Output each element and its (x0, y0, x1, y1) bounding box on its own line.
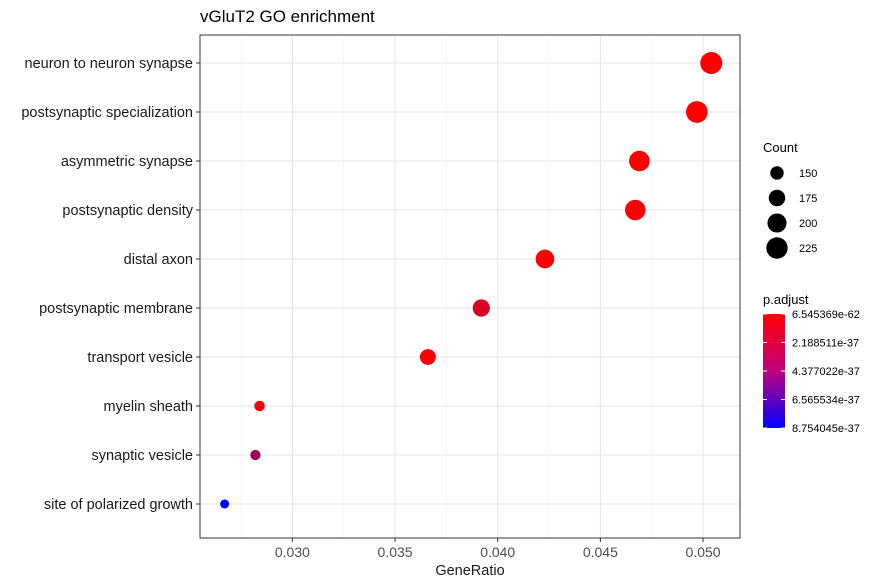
horizontal-gridlines (200, 62, 740, 505)
data-point (220, 499, 230, 509)
count-legend-label: 175 (799, 193, 817, 205)
y-tick-label: postsynaptic specialization (21, 105, 193, 121)
padjust-legend-label: 8.754045e-37 (792, 423, 860, 435)
count-legend: Count 150 175 200 225 (763, 140, 817, 259)
x-tick-label: 0.040 (480, 544, 515, 560)
y-tick-label: asymmetric synapse (61, 154, 193, 170)
x-tick-label: 0.030 (275, 544, 310, 560)
y-tick-label: distal axon (124, 252, 193, 268)
y-axis: neuron to neuron synapse postsynaptic spe… (21, 56, 200, 513)
y-tick-label: postsynaptic membrane (39, 301, 193, 317)
x-axis: 0.030 0.035 0.040 0.045 0.050 (275, 538, 721, 560)
padjust-legend: p.adjust 6.545369e-62 2.188511e-37 4.37702… (763, 292, 860, 435)
x-tick-label: 0.050 (686, 544, 721, 560)
y-tick-label: synaptic vesicle (91, 448, 193, 464)
data-point (472, 299, 490, 317)
padjust-legend-label: 2.188511e-37 (792, 338, 859, 350)
data-point (625, 199, 646, 221)
data-point (254, 400, 265, 412)
x-tick-label: 0.035 (378, 544, 413, 560)
x-axis-title: GeneRatio (435, 563, 504, 579)
padjust-legend-label: 6.565534e-37 (792, 395, 860, 407)
data-points (220, 52, 723, 509)
y-tick-label: transport vesicle (87, 350, 193, 366)
padjust-legend-label: 4.377022e-37 (792, 366, 860, 378)
count-legend-key (767, 213, 787, 233)
plot-border (199, 34, 741, 539)
data-point (629, 150, 650, 172)
data-point (250, 449, 261, 461)
y-tick-label: neuron to neuron synapse (25, 56, 194, 72)
count-legend-title: Count (763, 140, 798, 155)
plot-background (200, 35, 740, 538)
y-tick-label: site of polarized growth (44, 497, 193, 513)
padjust-colorbar (763, 314, 785, 428)
x-tick-label: 0.045 (583, 544, 618, 560)
count-legend-key (766, 237, 788, 259)
padjust-legend-label: 6.545369e-62 (792, 309, 860, 321)
chart-title: vGluT2 GO enrichment (200, 7, 375, 26)
plot-panel (199, 34, 741, 539)
count-legend-label: 225 (799, 243, 817, 255)
data-point (686, 101, 708, 123)
count-legend-label: 150 (799, 168, 817, 180)
vertical-minor-gridlines (240, 35, 653, 538)
count-legend-key (768, 189, 786, 207)
data-point (700, 52, 723, 74)
data-point (419, 349, 436, 365)
data-point (535, 249, 555, 269)
y-tick-label: myelin sheath (104, 399, 193, 415)
count-legend-key (770, 166, 784, 180)
y-tick-label: postsynaptic density (62, 203, 193, 219)
count-legend-label: 200 (799, 218, 817, 230)
padjust-legend-title: p.adjust (763, 292, 809, 307)
